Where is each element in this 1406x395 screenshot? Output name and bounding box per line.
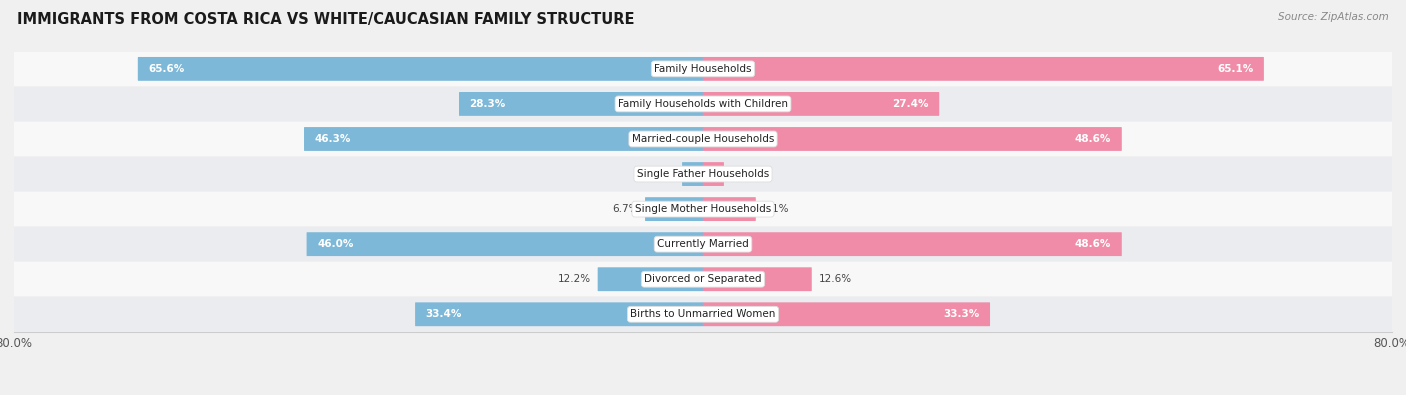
Text: 27.4%: 27.4% [893, 99, 928, 109]
FancyBboxPatch shape [138, 57, 703, 81]
Text: Married-couple Households: Married-couple Households [631, 134, 775, 144]
Text: 33.4%: 33.4% [426, 309, 463, 319]
FancyBboxPatch shape [703, 232, 1122, 256]
Bar [14, 157, 1392, 191]
Text: 2.4%: 2.4% [731, 169, 756, 179]
Bar [14, 192, 1392, 226]
FancyBboxPatch shape [703, 267, 811, 291]
FancyBboxPatch shape [415, 302, 703, 326]
Text: 48.6%: 48.6% [1074, 134, 1111, 144]
Text: Family Households: Family Households [654, 64, 752, 74]
Text: Divorced or Separated: Divorced or Separated [644, 274, 762, 284]
Text: Family Households with Children: Family Households with Children [619, 99, 787, 109]
Bar [14, 122, 1392, 156]
Text: 33.3%: 33.3% [943, 309, 980, 319]
Text: Single Mother Households: Single Mother Households [636, 204, 770, 214]
Text: 65.1%: 65.1% [1218, 64, 1253, 74]
Text: 12.6%: 12.6% [818, 274, 852, 284]
FancyBboxPatch shape [703, 57, 1264, 81]
Text: Births to Unmarried Women: Births to Unmarried Women [630, 309, 776, 319]
FancyBboxPatch shape [703, 197, 756, 221]
Text: 6.1%: 6.1% [762, 204, 789, 214]
Text: 65.6%: 65.6% [149, 64, 184, 74]
FancyBboxPatch shape [703, 302, 990, 326]
Text: Currently Married: Currently Married [657, 239, 749, 249]
FancyBboxPatch shape [703, 162, 724, 186]
Bar [14, 52, 1392, 86]
Text: 2.4%: 2.4% [650, 169, 675, 179]
Text: 46.3%: 46.3% [315, 134, 352, 144]
Text: 48.6%: 48.6% [1074, 239, 1111, 249]
Bar [14, 87, 1392, 121]
Text: Source: ZipAtlas.com: Source: ZipAtlas.com [1278, 12, 1389, 22]
Text: 46.0%: 46.0% [318, 239, 353, 249]
Bar [14, 297, 1392, 331]
FancyBboxPatch shape [703, 92, 939, 116]
Text: 28.3%: 28.3% [470, 99, 506, 109]
Text: IMMIGRANTS FROM COSTA RICA VS WHITE/CAUCASIAN FAMILY STRUCTURE: IMMIGRANTS FROM COSTA RICA VS WHITE/CAUC… [17, 12, 634, 27]
FancyBboxPatch shape [307, 232, 703, 256]
Text: Single Father Households: Single Father Households [637, 169, 769, 179]
FancyBboxPatch shape [458, 92, 703, 116]
FancyBboxPatch shape [703, 127, 1122, 151]
FancyBboxPatch shape [645, 197, 703, 221]
Text: 12.2%: 12.2% [558, 274, 591, 284]
Text: 6.7%: 6.7% [612, 204, 638, 214]
Bar [14, 228, 1392, 261]
Legend: Immigrants from Costa Rica, White/Caucasian: Immigrants from Costa Rica, White/Caucas… [537, 393, 869, 395]
Bar [14, 262, 1392, 296]
FancyBboxPatch shape [304, 127, 703, 151]
FancyBboxPatch shape [682, 162, 703, 186]
FancyBboxPatch shape [598, 267, 703, 291]
